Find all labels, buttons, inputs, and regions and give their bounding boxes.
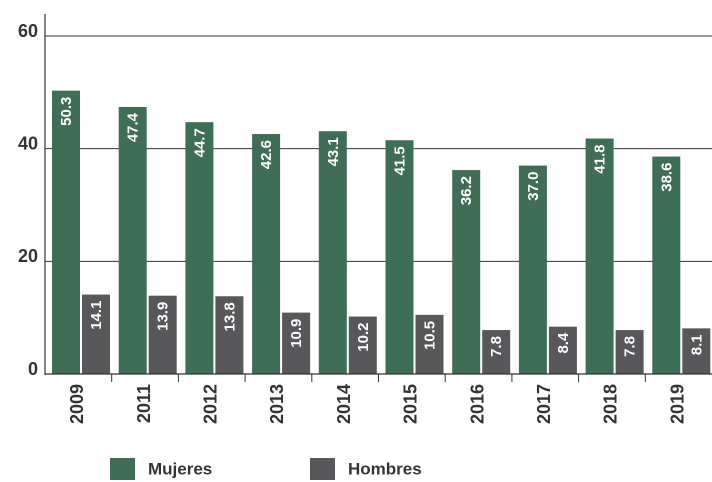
x-tick-label: 2017	[534, 384, 554, 424]
x-tick-label: 2012	[201, 384, 221, 424]
value-label: 8.4	[555, 332, 572, 354]
legend-swatch	[310, 458, 335, 480]
value-label: 37.0	[525, 172, 542, 201]
value-label: 47.4	[125, 112, 142, 142]
value-label: 10.9	[288, 319, 305, 348]
y-tick-label: 40	[18, 133, 38, 153]
value-label: 43.1	[325, 137, 342, 166]
bar	[348, 316, 377, 374]
bar	[385, 140, 414, 374]
value-label: 10.2	[355, 323, 372, 352]
value-label: 7.8	[488, 336, 505, 357]
bar	[118, 106, 147, 374]
value-label: 38.6	[658, 163, 675, 192]
value-label: 36.2	[458, 176, 475, 205]
x-tick-label: 2011	[134, 384, 154, 423]
y-tick-label: 20	[18, 246, 38, 266]
value-label: 10.5	[421, 321, 438, 350]
bar	[682, 328, 711, 374]
value-label: 14.1	[88, 301, 105, 330]
x-tick-label: 2015	[401, 384, 421, 424]
bar	[252, 134, 281, 374]
bar	[585, 138, 614, 374]
y-tick-label: 0	[28, 359, 38, 379]
x-tick-label: 2009	[67, 384, 87, 424]
bar	[652, 156, 681, 374]
legend-label: Hombres	[348, 459, 422, 478]
bar	[148, 295, 177, 374]
value-label: 42.6	[258, 140, 275, 169]
value-label: 41.8	[592, 145, 609, 174]
value-label: 7.8	[622, 336, 639, 357]
y-tick-label: 60	[18, 21, 38, 41]
bar	[318, 131, 347, 374]
x-tick-label: 2013	[267, 384, 287, 424]
value-label: 44.7	[191, 128, 208, 157]
bar	[482, 330, 511, 374]
bar	[52, 90, 80, 374]
bar	[518, 165, 547, 374]
x-tick-label: 2014	[334, 384, 354, 424]
value-label: 41.5	[391, 146, 408, 175]
x-tick-label: 2019	[667, 384, 687, 424]
x-tick-label: 2016	[467, 384, 487, 424]
bar	[615, 330, 644, 374]
x-tick-label: 2018	[601, 384, 621, 424]
bar	[548, 326, 577, 374]
value-label: 13.9	[155, 302, 172, 331]
bar	[185, 122, 214, 374]
value-label: 50.3	[58, 97, 75, 126]
bar	[215, 296, 244, 374]
bar	[282, 312, 311, 374]
bar	[415, 314, 444, 374]
value-label: 13.8	[221, 302, 238, 331]
bar	[452, 170, 481, 374]
value-label: 8.1	[688, 334, 705, 355]
legend-label: Mujeres	[148, 459, 212, 478]
bar	[82, 294, 110, 374]
legend-swatch	[110, 458, 135, 480]
